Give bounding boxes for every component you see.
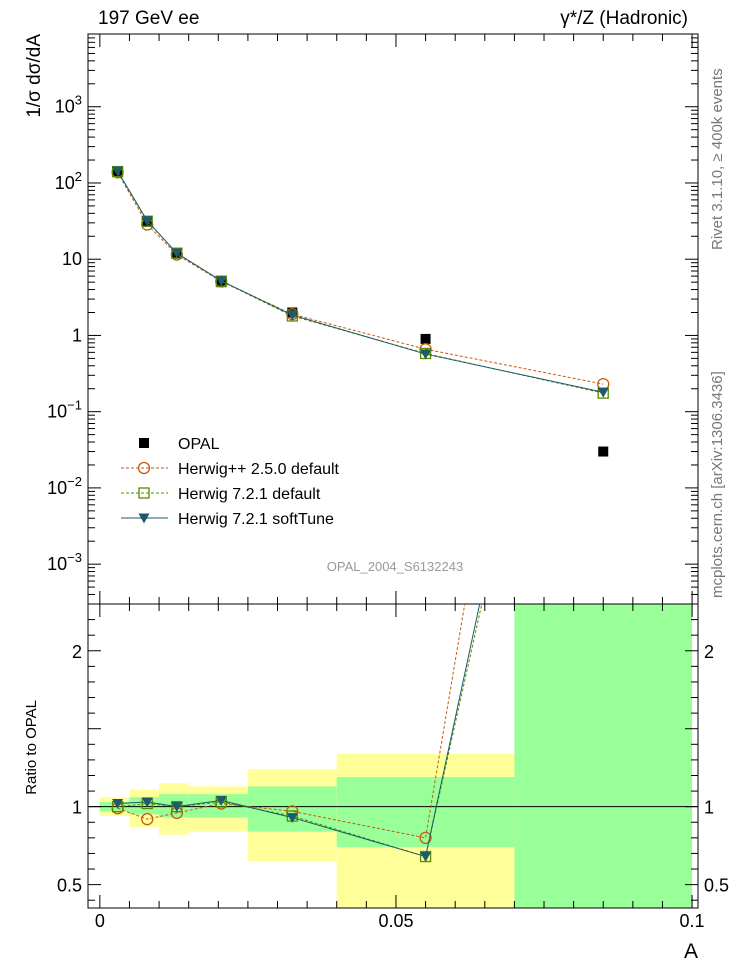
ratio-y-tick-label-right: 0.5: [704, 876, 729, 896]
x-tick-label: 0: [95, 911, 105, 931]
uncertainty-bands: [99, 604, 693, 908]
data-point: [420, 333, 431, 344]
ratio-plot-area: [87, 603, 699, 909]
main-y-ticks: 10−3 10−2 10−1 1 10 102 103: [47, 33, 698, 605]
ratio-frame: [87, 603, 699, 909]
ratio-y-axis-label: Ratio to OPAL: [23, 700, 40, 795]
x-tick-label: 0.1: [680, 911, 705, 931]
x-tick-label: 0.05: [378, 911, 413, 931]
legend-label: OPAL: [178, 436, 220, 453]
analysis-watermark: OPAL_2004_S6132243: [327, 559, 463, 574]
series-0: [112, 166, 609, 457]
data-point: [112, 166, 124, 177]
y-tick-label: 103: [55, 93, 82, 117]
ratio-point: [215, 795, 227, 806]
stat-uncertainty-band: [514, 604, 693, 908]
main-series: [111, 165, 610, 457]
legend-entry-2: Herwig 7.2.1 default: [121, 486, 321, 503]
legend-entry-0: OPAL: [139, 436, 220, 453]
legend-marker: [137, 461, 151, 475]
data-point: [171, 248, 183, 259]
ratio-point: [141, 812, 154, 826]
series-line: [117, 172, 604, 385]
ratio-y-tick-label: 1: [72, 798, 82, 818]
data-point: [141, 216, 153, 227]
ratio-series-2: [112, 604, 481, 863]
data-point: [598, 446, 609, 457]
stat-uncertainty-band: [188, 794, 248, 818]
legend-marker: [138, 487, 150, 499]
legend-entry-3: Herwig 7.2.1 softTune: [121, 511, 334, 528]
ratio-y-tick-label: 2: [72, 642, 82, 662]
ratio-y-tick-label: 0.5: [57, 876, 82, 896]
series-3: [112, 166, 609, 398]
data-point: [286, 310, 298, 321]
ratio-point: [420, 852, 432, 863]
ratio-point: [112, 799, 124, 810]
y-tick-label: 102: [55, 169, 82, 193]
legend-label: Herwig 7.2.1 default: [178, 486, 321, 503]
legend-marker: [138, 513, 150, 524]
ratio-series: [111, 604, 483, 863]
rivet-label: Rivet 3.1.10, ≥ 400k events: [709, 68, 726, 250]
mcplots-label: mcplots.cern.ch [arXiv:1306.3436]: [709, 371, 726, 598]
legend-label: Herwig 7.2.1 softTune: [178, 511, 334, 528]
ratio-point: [419, 831, 432, 844]
y-tick-label: 1: [72, 325, 82, 345]
ratio-point: [141, 797, 153, 808]
header-right: γ*/Z (Hadronic): [560, 8, 688, 29]
y-tick-label: 10: [62, 249, 82, 269]
legend-marker: [139, 438, 149, 448]
ratio-ticks: 0 0.05 0.1 0.5 0.5 1 1 2 2: [57, 603, 729, 931]
y-tick-label: 10−3: [47, 550, 82, 574]
ratio-point: [286, 813, 298, 824]
main-panel: 1/σ dσ/dA OPAL_2004_S6132243 10−310−210−…: [24, 33, 699, 605]
data-point: [597, 387, 609, 398]
data-point: [215, 276, 227, 287]
series-2: [111, 165, 609, 399]
ratio-point: [171, 802, 183, 813]
stat-uncertainty-band: [247, 786, 337, 832]
x-axis-label: A: [684, 940, 698, 963]
legend-label: Herwig++ 2.5.0 default: [178, 461, 340, 478]
data-point: [420, 349, 432, 360]
header-left: 197 GeV ee: [98, 8, 199, 29]
ratio-y-tick-label-right: 1: [704, 798, 714, 818]
y-tick-label: 10−2: [47, 474, 82, 498]
ratio-y-tick-label-right: 2: [704, 642, 714, 662]
legend-entry-1: Herwig++ 2.5.0 default: [121, 461, 340, 478]
legend: OPAL Herwig++ 2.5.0 default Herwig 7.2.1 d…: [121, 436, 340, 528]
series-line: [117, 170, 604, 393]
main-y-axis-label: 1/σ dσ/dA: [24, 34, 45, 118]
series-line: [117, 171, 604, 394]
y-tick-label: 10−1: [47, 398, 82, 422]
ratio-panel: Ratio to OPAL 0 0.05 0.1 0.5 0.5 1 1 2 2 A: [23, 603, 729, 963]
series-1: [111, 166, 610, 391]
